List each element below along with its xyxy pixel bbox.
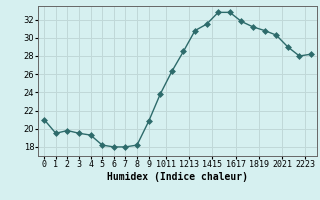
X-axis label: Humidex (Indice chaleur): Humidex (Indice chaleur) — [107, 172, 248, 182]
